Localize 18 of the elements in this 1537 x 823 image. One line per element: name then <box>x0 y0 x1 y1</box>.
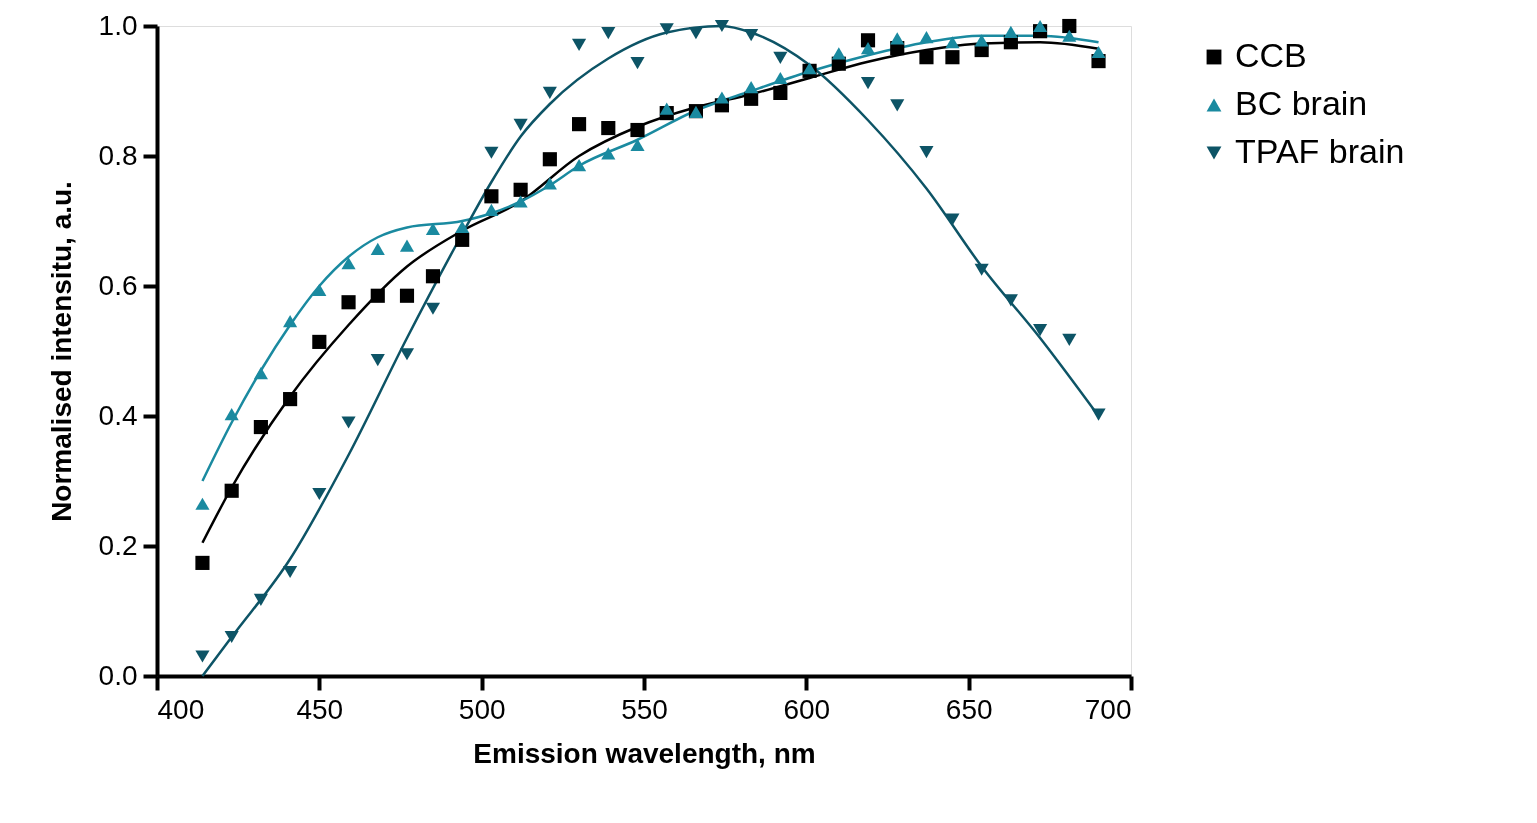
legend-label: TPAF brain <box>1235 132 1405 170</box>
x-tick-label: 500 <box>458 693 506 725</box>
legend-label: CCB <box>1235 36 1307 74</box>
x-tick-label: 550 <box>621 693 668 725</box>
x-axis-title: Emission wavelength, nm <box>473 737 816 769</box>
x-tick-label: 650 <box>945 693 993 725</box>
x-tick-label: 400 <box>157 693 205 725</box>
y-tick-label: 0.8 <box>98 139 138 171</box>
x-tick-label: 450 <box>296 693 344 725</box>
y-tick-label: 0.2 <box>98 529 138 561</box>
legend-label: BC brain <box>1235 84 1368 122</box>
y-tick-label: 1.0 <box>98 9 138 41</box>
x-tick-label: 600 <box>783 693 831 725</box>
y-axis-title: Normalised intensitu, a.u. <box>45 181 77 522</box>
x-tick-label: 700 <box>1084 693 1132 725</box>
y-tick-label: 0.4 <box>98 399 138 431</box>
y-tick-label: 0.0 <box>98 659 138 691</box>
y-tick-label: 0.6 <box>98 269 138 301</box>
